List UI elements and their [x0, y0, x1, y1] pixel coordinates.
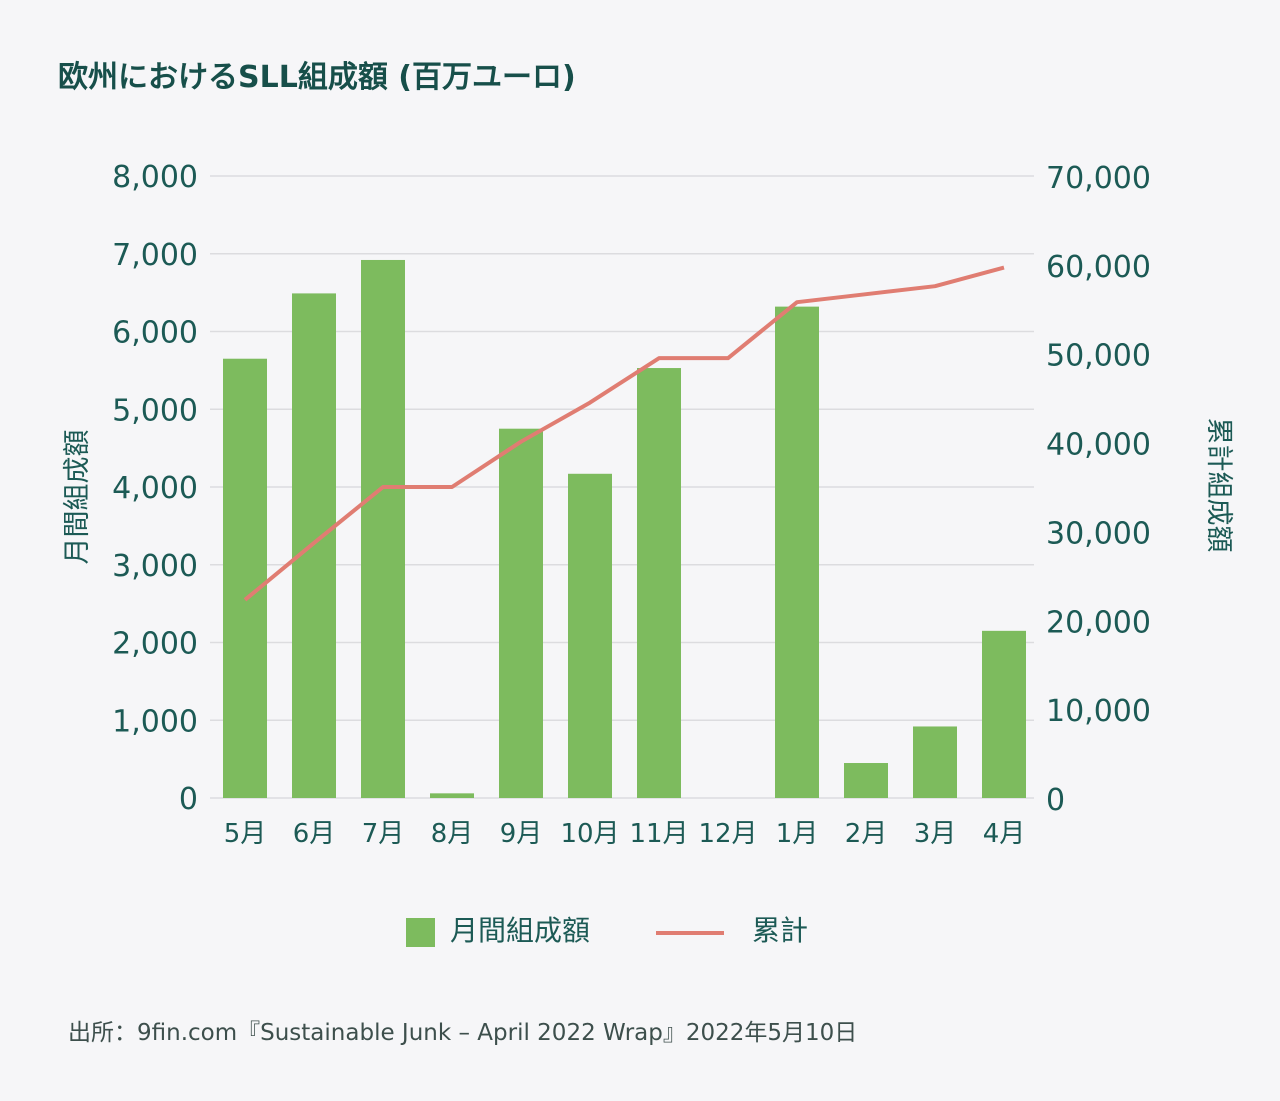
bar	[499, 428, 543, 798]
legend-bar-label: 月間組成額	[450, 914, 590, 947]
left-tick-label: 8,000	[112, 160, 198, 195]
x-tick-label: 2月	[845, 819, 888, 849]
bar	[637, 368, 681, 798]
right-tick-label: 50,000	[1046, 339, 1151, 374]
bar	[292, 293, 336, 798]
x-tick-label: 4月	[983, 819, 1026, 849]
x-tick-label: 1月	[776, 819, 819, 849]
left-tick-label: 2,000	[112, 627, 198, 662]
legend: 月間組成額 累計	[406, 914, 808, 947]
right-axis-ticks: 0 10,000 20,000 30,000 40,000 50,000 60,000 70,…	[1046, 161, 1151, 818]
gridlines	[210, 175, 1034, 799]
bar	[361, 259, 405, 799]
right-tick-label: 0	[1046, 783, 1065, 818]
x-tick-label: 7月	[362, 819, 405, 849]
bar	[982, 630, 1026, 798]
left-tick-label: 3,000	[112, 549, 198, 584]
legend-line-label: 累計	[752, 914, 808, 947]
x-tick-label: 3月	[914, 819, 957, 849]
x-tick-label: 5月	[224, 819, 267, 849]
bar	[844, 763, 888, 798]
bar	[430, 793, 474, 798]
x-tick-label: 9月	[500, 819, 543, 849]
right-tick-label: 20,000	[1046, 605, 1151, 640]
cumulative-line	[243, 265, 1005, 602]
bar	[223, 358, 267, 798]
left-tick-label: 6,000	[112, 316, 198, 351]
left-tick-label: 4,000	[112, 471, 198, 506]
line-series	[243, 265, 1005, 602]
combo-chart: 0 1,000 2,000 3,000 4,000 5,000 6,000 7,000 8,00…	[62, 160, 1234, 947]
right-tick-label: 70,000	[1046, 161, 1151, 196]
x-axis-ticks: 5月 6月 7月 8月 9月 10月 11月 12月 1月 2月 3月 4月	[224, 819, 1026, 849]
bar-series	[223, 259, 1026, 799]
x-tick-label: 10月	[560, 819, 619, 849]
x-tick-label: 11月	[629, 819, 688, 849]
left-tick-label: 0	[179, 782, 198, 817]
right-tick-label: 10,000	[1046, 694, 1151, 729]
right-tick-label: 60,000	[1046, 250, 1151, 285]
x-tick-label: 6月	[293, 819, 336, 849]
x-tick-label: 12月	[698, 819, 757, 849]
chart-title: 欧州におけるSLL組成額 (百万ユーロ)	[58, 60, 576, 95]
left-axis-ticks: 0 1,000 2,000 3,000 4,000 5,000 6,000 7,000 8,00…	[112, 160, 198, 817]
right-axis-title: 累計組成額	[1203, 418, 1234, 553]
right-tick-label: 30,000	[1046, 516, 1151, 551]
source-note: 出所：9fin.com『Sustainable Junk – April 202…	[68, 1020, 858, 1046]
right-tick-label: 40,000	[1046, 428, 1151, 463]
bar	[913, 726, 957, 798]
bar	[775, 306, 819, 798]
left-tick-label: 5,000	[112, 393, 198, 428]
left-axis-title: 月間組成額	[62, 430, 93, 565]
legend-bar-swatch	[406, 918, 435, 947]
left-tick-label: 1,000	[112, 704, 198, 739]
bar	[568, 473, 612, 798]
left-tick-label: 7,000	[112, 238, 198, 273]
x-tick-label: 8月	[431, 819, 474, 849]
